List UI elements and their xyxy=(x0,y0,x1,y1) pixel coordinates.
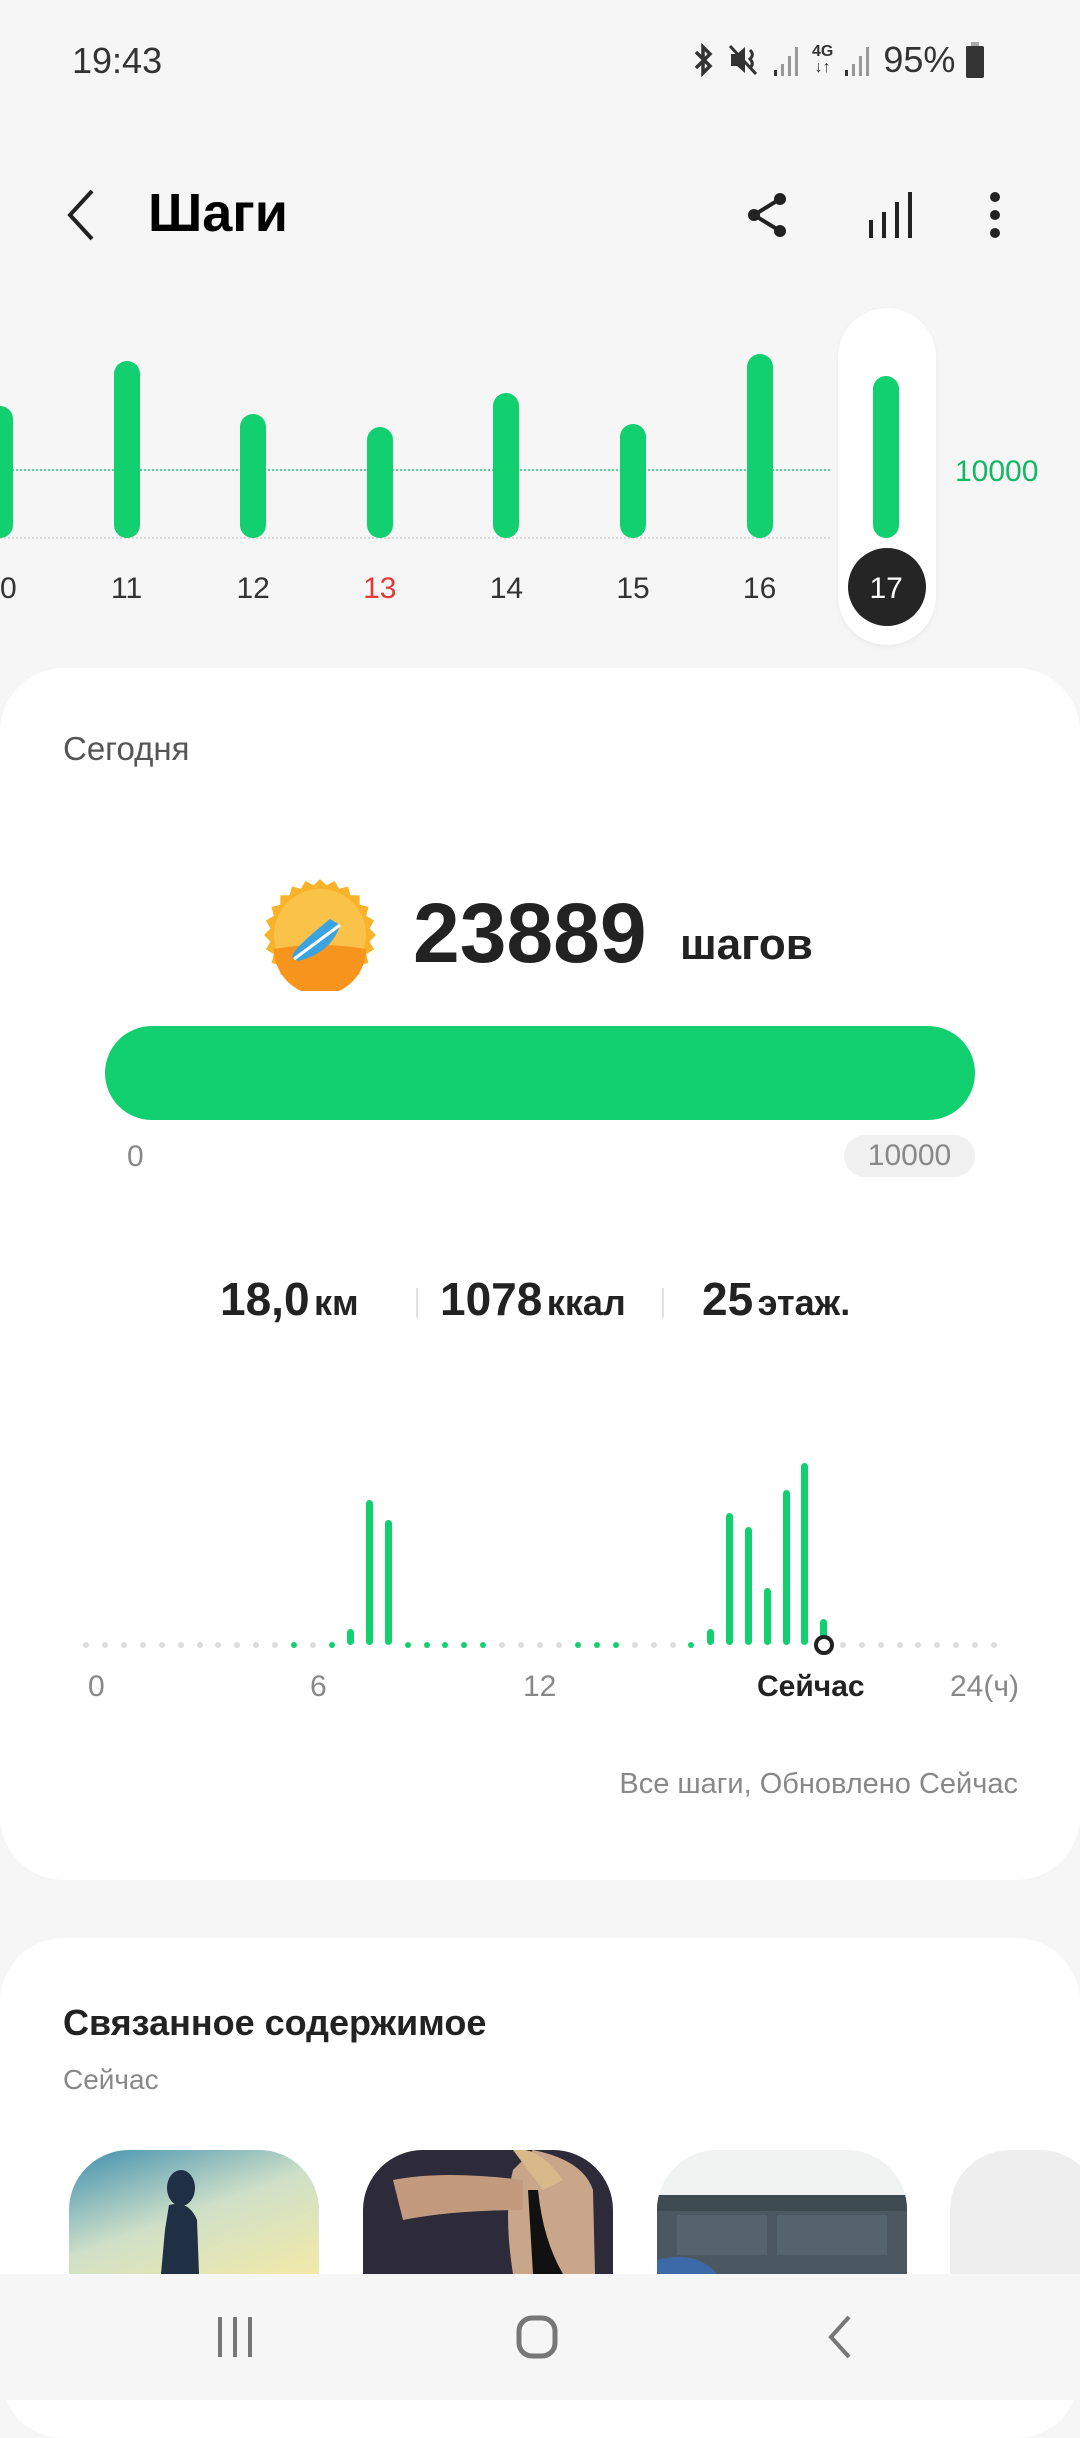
progress-goal: 10000 xyxy=(844,1135,975,1177)
network-type: 4G xyxy=(812,43,834,60)
recents-icon xyxy=(218,2317,252,2357)
calories-stat: 1078 ккал xyxy=(440,1272,626,1326)
status-icons: 4G ↓↑ 95% xyxy=(690,39,985,80)
stat-divider xyxy=(416,1288,418,1318)
distance-stat: 18,0 км xyxy=(220,1272,359,1326)
athlete-image xyxy=(393,2150,595,2274)
related-title: Связанное содержимое xyxy=(63,2002,487,2043)
signal-icon xyxy=(774,47,798,76)
daily-bar-13[interactable] xyxy=(366,427,393,538)
stat-divider xyxy=(662,1288,664,1318)
bluetooth-icon xyxy=(694,42,713,78)
floors-stat: 25 этаж. xyxy=(702,1272,850,1326)
steps-progress-bar xyxy=(105,1026,975,1120)
related-item-sofa[interactable] xyxy=(657,2150,907,2274)
daily-bar-17[interactable] xyxy=(873,375,900,538)
daily-bar-16[interactable] xyxy=(746,354,773,538)
baseline xyxy=(0,537,830,539)
goal-label: 10000 xyxy=(955,455,1039,488)
today-label: Сегодня xyxy=(63,730,190,767)
page-title: Шаги xyxy=(148,183,288,243)
achievement-badge-icon xyxy=(264,879,376,991)
updated-footer[interactable]: Все шаги, Обновлено Сейчас xyxy=(619,1768,1018,1800)
more-options-button[interactable] xyxy=(960,180,1030,250)
daily-bar-12[interactable] xyxy=(240,414,267,538)
back-button[interactable] xyxy=(46,180,116,250)
steps-count: 23889 xyxy=(413,886,647,980)
home-icon xyxy=(516,2315,558,2359)
day-label[interactable]: 10 xyxy=(0,572,17,605)
progress-min: 0 xyxy=(127,1140,144,1173)
goal-line xyxy=(0,469,830,471)
daily-bar-15[interactable] xyxy=(620,423,646,538)
calories-unit: ккал xyxy=(546,1282,626,1323)
4g-data-icon: 4G ↓↑ xyxy=(812,43,834,76)
distance-value: 18,0 xyxy=(220,1273,310,1325)
distance-unit: км xyxy=(313,1282,359,1323)
status-time: 19:43 xyxy=(72,40,163,81)
day-label[interactable]: 14 xyxy=(489,572,524,605)
daily-steps-chart[interactable]: 10000 10 11 12 13 14 15 16 17 xyxy=(0,0,1080,660)
steps-progress-fill xyxy=(105,1026,975,1120)
back-icon xyxy=(828,2315,851,2359)
trends-button[interactable] xyxy=(855,180,925,250)
day-label[interactable]: 15 xyxy=(616,572,650,605)
calories-value: 1078 xyxy=(440,1273,543,1325)
signal-icon xyxy=(845,47,870,76)
steps-unit: шагов xyxy=(680,920,813,969)
runner-image xyxy=(161,2170,199,2274)
share-button[interactable] xyxy=(733,180,803,250)
more-icon xyxy=(990,192,1000,238)
floors-value: 25 xyxy=(702,1273,754,1325)
day-label[interactable]: 17 xyxy=(869,572,903,605)
related-item-fitness[interactable] xyxy=(363,2150,613,2274)
recents-button[interactable] xyxy=(200,2302,270,2372)
related-item-running[interactable] xyxy=(69,2150,319,2274)
battery-icon xyxy=(966,42,985,78)
daily-bar-10[interactable] xyxy=(0,406,13,538)
day-label[interactable]: 11 xyxy=(111,572,143,605)
battery-percent: 95% xyxy=(883,39,956,80)
back-icon xyxy=(67,189,94,241)
navigation-bar xyxy=(0,2274,1080,2400)
day-label[interactable]: 13 xyxy=(363,572,397,605)
day-label[interactable]: 12 xyxy=(236,572,270,605)
related-item-more[interactable] xyxy=(950,2150,1080,2274)
today-card xyxy=(0,668,1080,1880)
home-button[interactable] xyxy=(502,2302,572,2372)
mute-vibrate-icon xyxy=(728,44,758,76)
sofa-image xyxy=(657,2195,907,2274)
daily-bar-11[interactable] xyxy=(113,360,140,538)
daily-bar-14[interactable] xyxy=(493,393,520,538)
related-subtitle: Сейчас xyxy=(63,2064,159,2095)
selected-day-marker xyxy=(848,548,926,626)
floors-unit: этаж. xyxy=(757,1282,851,1323)
day-label[interactable]: 16 xyxy=(742,572,777,605)
share-icon xyxy=(748,193,786,237)
chart-icon xyxy=(869,192,912,238)
nav-back-button[interactable] xyxy=(805,2302,875,2372)
